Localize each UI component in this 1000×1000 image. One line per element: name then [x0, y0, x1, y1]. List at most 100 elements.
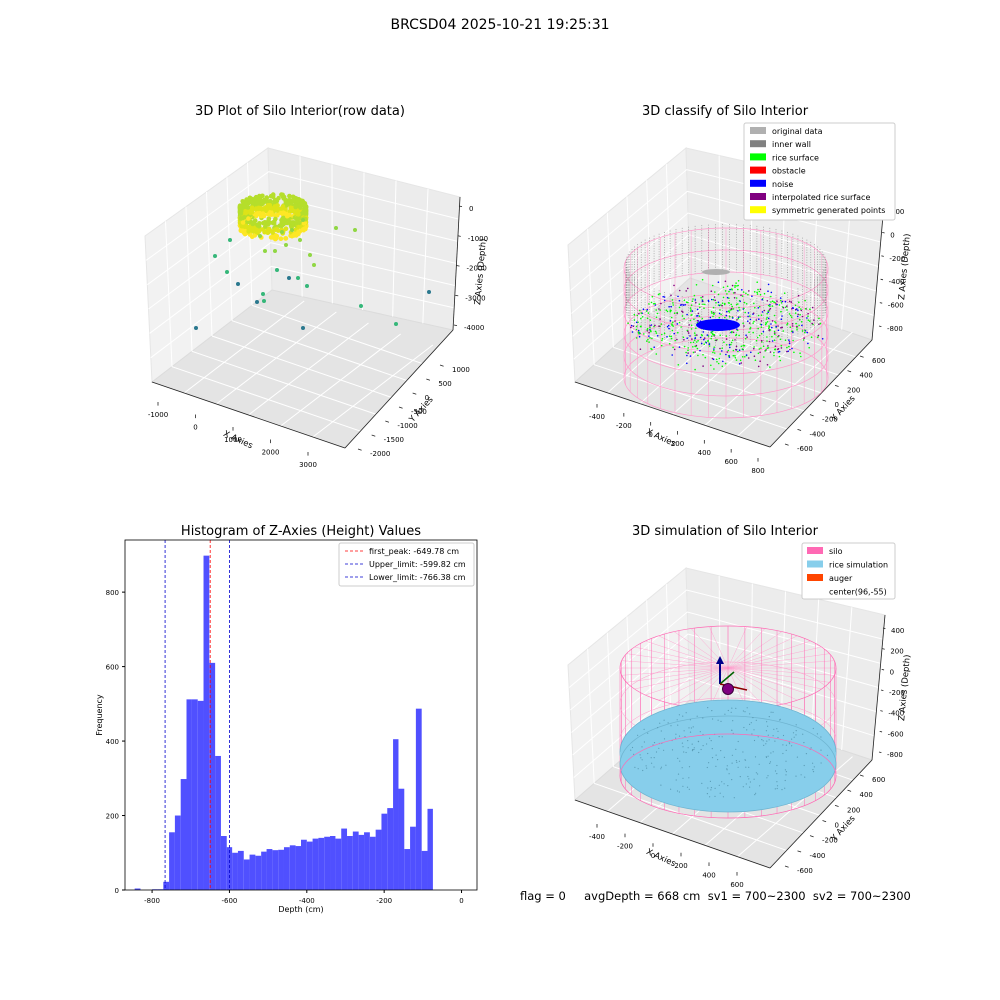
p1-silo-point	[240, 228, 245, 234]
p2-surface-point	[795, 322, 797, 325]
p4-rice-texture	[785, 771, 788, 773]
p4-rice-texture	[747, 775, 749, 778]
p1-z-tick-label: -1000	[468, 235, 488, 243]
p2-surface-point	[654, 324, 656, 327]
p2-surface-point	[728, 297, 730, 300]
histogram-bar	[306, 841, 313, 890]
p2-surface-point	[685, 290, 687, 292]
p4-rice-texture	[776, 764, 778, 767]
p2-surface-point	[649, 330, 652, 332]
p2-surface-point	[799, 313, 801, 316]
p2-surface-point	[817, 336, 819, 339]
p2-surface-point	[657, 293, 660, 296]
p2-surface-point	[746, 336, 748, 338]
p2-surface-point	[667, 324, 670, 327]
p4-rice-texture	[679, 760, 681, 762]
p2-surface-point	[636, 314, 639, 317]
p2-z-tick-label: -200	[889, 255, 905, 263]
p2-surface-point	[643, 333, 645, 335]
p2-surface-point	[712, 315, 714, 318]
p4-rice-texture	[724, 713, 726, 715]
p4-silo-spoke	[727, 626, 747, 669]
p4-z-tick-label: 0	[890, 668, 894, 676]
p4-rice-texture	[714, 795, 716, 798]
p4-rice-texture	[774, 740, 776, 742]
p2-surface-point	[722, 286, 725, 289]
p2-surface-point	[789, 326, 792, 329]
p2-surface-point	[630, 326, 632, 329]
p4-rice-texture	[700, 748, 702, 751]
p4-rice-texture	[812, 762, 814, 764]
p2-surface-point	[715, 358, 718, 361]
p2-surface-point	[757, 314, 760, 317]
p2-surface-point	[804, 331, 806, 334]
p4-rice-texture	[720, 720, 722, 723]
p4-z-axis-line	[871, 614, 886, 761]
p2-y-tick-label: 0	[835, 401, 839, 409]
histogram-y-tick-label: 600	[106, 664, 119, 672]
p1-silo-point	[280, 215, 286, 221]
p4-rice-texture	[663, 749, 665, 751]
p4-rice-texture	[670, 725, 672, 727]
p4-silo-bottom-ring	[619, 733, 837, 819]
p2-y-tick	[834, 384, 839, 387]
p2-surface-point	[638, 333, 640, 335]
p2-surface-point	[663, 332, 666, 335]
p2-surface-point	[648, 303, 650, 305]
p4-rice-texture	[776, 728, 778, 730]
p4-x-tick-label: -400	[589, 833, 605, 841]
p2-surface-point	[786, 309, 788, 311]
p2-surface-point	[739, 359, 742, 362]
p2-surface-point	[676, 311, 678, 314]
p2-surface-point	[788, 313, 791, 315]
p4-rice-texture	[791, 745, 793, 747]
p2-surface-point	[648, 341, 650, 343]
p2-surface-point	[666, 325, 669, 328]
p2-surface-point	[737, 280, 740, 282]
p4-rice-texture	[683, 730, 685, 732]
p1-silo-point	[246, 216, 251, 221]
p2-surface-point	[708, 343, 711, 346]
p2-surface-point	[681, 303, 683, 306]
p2-surface-point	[661, 339, 663, 342]
p1-z-axis-line	[452, 196, 461, 331]
p2-surface-point	[789, 314, 792, 317]
p2-surface-point	[780, 344, 783, 347]
histogram-bar	[169, 832, 175, 890]
p2-surface-point	[639, 325, 642, 328]
p1-z-tick-label: -4000	[464, 324, 484, 332]
p2-surface-point	[692, 298, 694, 300]
p2-surface-point	[752, 312, 755, 315]
p2-surface-point	[757, 352, 760, 355]
p2-surface-point	[780, 310, 782, 313]
p4-rice-texture	[643, 728, 645, 731]
p2-surface-point	[734, 286, 736, 288]
p2-surface-point	[710, 311, 713, 313]
p2-surface-point	[798, 301, 800, 304]
p2-surface-point	[790, 330, 793, 333]
p2-surface-point	[766, 364, 769, 366]
p2-surface-point	[721, 304, 723, 307]
p2-surface-point	[768, 340, 771, 343]
p2-surface-point	[705, 342, 708, 344]
p2-surface-point	[738, 363, 741, 365]
p2-surface-point	[779, 297, 782, 299]
p1-outlier-point	[308, 253, 312, 257]
p2-surface-point	[786, 305, 788, 308]
p2-surface-point	[745, 303, 748, 305]
p4-rice-texture	[667, 722, 669, 724]
p2-surface-point	[670, 305, 672, 308]
p2-surface-point	[703, 337, 706, 339]
p4-rice-texture	[782, 734, 785, 737]
p2-surface-point	[777, 325, 779, 327]
p2-surface-point	[725, 335, 728, 337]
p1-y-tick-label: -2000	[370, 450, 390, 458]
p1-silo-point	[273, 233, 279, 238]
p4-rice-texture	[660, 766, 663, 768]
p4-rice-texture	[698, 751, 700, 754]
p2-surface-point	[769, 305, 771, 308]
p2-surface-point	[743, 301, 746, 304]
p4-rice-texture	[706, 766, 708, 769]
p2-z-tick	[882, 232, 885, 234]
